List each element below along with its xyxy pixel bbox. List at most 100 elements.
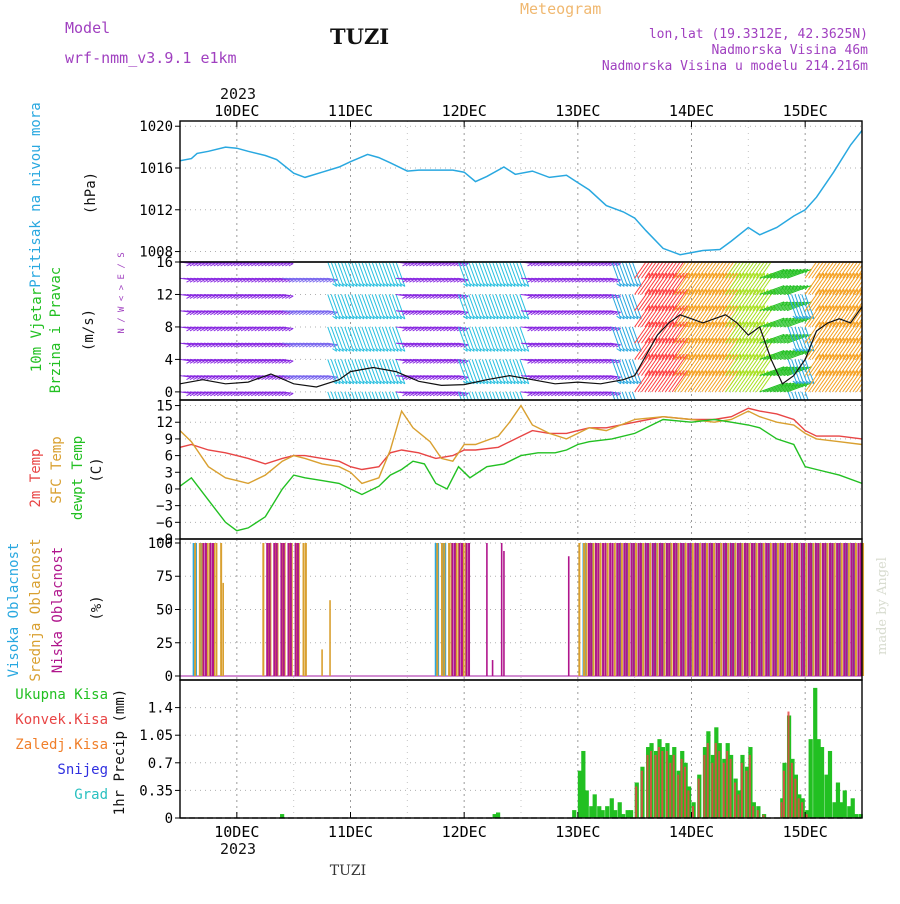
top-day-label-14DEC: 14DEC [669, 102, 714, 120]
precip-ylabel: 1hr Precip (mm) [112, 689, 128, 815]
wind-barb [645, 241, 660, 262]
precip-total-bar [809, 739, 813, 818]
legend-convective-rain: Konvek.Kisa [15, 712, 108, 728]
wind-barb [826, 241, 841, 262]
wind-barb [635, 241, 650, 262]
precip-total-bar [828, 751, 832, 818]
wind-ytick-label: 8 [165, 320, 173, 336]
wind-barb-head [346, 414, 350, 417]
wind-barb-head [360, 414, 364, 417]
precip-total-bar [601, 810, 605, 818]
wind-barb-head [487, 414, 491, 417]
wind-barb-head [806, 414, 810, 417]
precip-conv-bar [798, 798, 800, 818]
year-top: 2023 [220, 85, 256, 103]
wind-barb-head [809, 253, 812, 257]
clouds-ytick-label: 100 [148, 536, 173, 552]
temp-ylabel-sfc: SFC Temp [49, 436, 65, 503]
precip-conv-bar [692, 806, 694, 818]
wind-barb-head [518, 414, 522, 417]
temp-line-1 [180, 406, 862, 484]
wind-barb-head [501, 414, 505, 417]
wind-barb [681, 241, 696, 262]
wind-barb [846, 241, 861, 262]
temperature-frame [180, 400, 862, 539]
wind-barb [672, 241, 687, 262]
wind-barb-head [494, 414, 498, 417]
wind-barb-head [484, 414, 488, 417]
precip-conv-bar [687, 790, 689, 818]
precip-conv-bar [703, 755, 705, 818]
wind-barb-head [637, 414, 641, 417]
wind-barb [815, 241, 830, 262]
precip-conv-bar [673, 755, 675, 818]
wind-compass: N / W < > E / S [117, 252, 127, 333]
precip-conv-bar [684, 767, 686, 818]
wind-barb [853, 257, 868, 278]
wind-barb [767, 253, 791, 262]
wind-barb-head [387, 414, 391, 417]
wind-barb-head [343, 414, 347, 417]
precip-conv-bar [783, 771, 785, 818]
model-elevation-text: Nadmorska Visina u modelu 214.216m [602, 59, 868, 74]
precip-conv-bar [730, 759, 732, 818]
wind-barb [753, 257, 768, 278]
wind-barb-head [473, 414, 477, 417]
wind-barb [839, 241, 854, 262]
top-day-label-12DEC: 12DEC [442, 102, 487, 120]
pressure-line [180, 130, 862, 254]
wind-barb [722, 241, 737, 262]
wind-barb-head [339, 414, 343, 417]
precip-conv-bar [635, 786, 637, 818]
wind-barb-head [370, 414, 374, 417]
precip-conv-bar [757, 810, 759, 818]
clouds-ytick-label: 75 [156, 569, 173, 585]
wind-ytick-label: 16 [156, 255, 173, 271]
wind-barb-head [467, 414, 471, 417]
precip-conv-bar [669, 763, 671, 818]
wind-barb-head [373, 414, 377, 417]
wind-barb [836, 241, 851, 262]
wind-barb-head [356, 414, 360, 417]
wind-barb-head [353, 414, 357, 417]
precip-conv-bar [661, 751, 663, 818]
temp-ylabel-2m: 2m Temp [28, 448, 44, 507]
temperature-ytick-label: −3 [156, 499, 173, 515]
clouds-ytick-label: 25 [156, 636, 173, 652]
wind-barb-head [490, 414, 494, 417]
wind-barb-head [795, 253, 798, 257]
wind-barb-head [384, 414, 388, 417]
precip-ytick-label: 0.7 [148, 756, 173, 772]
station-title: TUZI [330, 24, 389, 49]
temperature-ytick-label: 3 [165, 465, 173, 481]
wind-barb-head [785, 253, 788, 257]
precip-ytick-label: 0.35 [139, 783, 173, 799]
wind-barb-head [810, 414, 814, 417]
wind-ylabel-unit: (m/s) [81, 309, 97, 351]
precip-conv-bar [707, 743, 709, 818]
wind-barb [819, 241, 834, 262]
precip-ytick-label: 1.05 [139, 728, 173, 744]
wind-barb [773, 253, 797, 262]
wind-barb [770, 253, 794, 262]
wind-barb [773, 383, 797, 392]
wind-barb [719, 241, 734, 262]
precip-conv-bar [787, 712, 789, 818]
precip-conv-bar [745, 771, 747, 818]
wind-barb-head [477, 414, 481, 417]
top-day-label-13DEC: 13DEC [555, 102, 600, 120]
wind-barb [756, 241, 771, 262]
precip-conv-bar [654, 755, 656, 818]
wind-ytick-label: 12 [156, 287, 173, 303]
wind-barb-head [805, 253, 808, 257]
precip-conv-bar [791, 763, 793, 818]
model-label: Model [65, 19, 110, 37]
temperature-ytick-label: 9 [165, 432, 173, 448]
legend-total-rain: Ukupna Kisa [15, 687, 108, 703]
cloud-ylabel-unit: (%) [89, 595, 105, 620]
precip-total-bar [629, 810, 633, 818]
precip-conv-bar [781, 802, 783, 818]
wind-barb-head [367, 414, 371, 417]
